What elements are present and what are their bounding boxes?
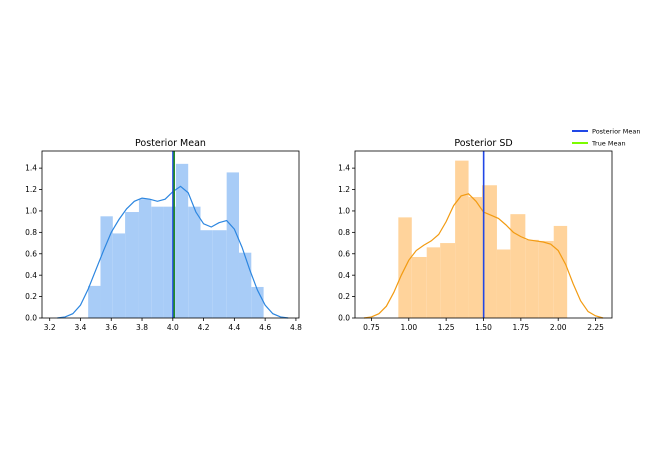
histogram-bar: [151, 206, 164, 318]
histogram-bar: [100, 216, 113, 318]
y-tick-label: 1.4: [25, 164, 37, 173]
legend-label-posterior-mean: Posterior Mean: [592, 128, 641, 136]
y-tick-label: 1.0: [338, 207, 350, 216]
histogram-bar: [212, 230, 227, 318]
x-tick-label: 1.25: [438, 323, 455, 332]
histogram-bar: [251, 286, 264, 318]
subplot-posterior-sd: Posterior SD 0.75 1.00 1.25 1.50 1.75 2.00 2.2…: [338, 138, 613, 332]
histogram-bar: [226, 172, 239, 318]
histogram-bar: [188, 206, 201, 318]
x-tick-label: 3.2: [44, 323, 56, 332]
histogram-bar: [482, 185, 497, 318]
histogram-bar: [138, 199, 152, 318]
x-tick-label: 1.75: [513, 323, 530, 332]
chart-title: Posterior SD: [454, 138, 512, 149]
histogram-bar: [510, 214, 526, 318]
y-tick-label: 0.2: [25, 292, 37, 301]
y-tick-label: 0.4: [25, 271, 37, 280]
histogram-bar: [88, 285, 101, 318]
plot-frame: [41, 150, 300, 319]
y-tick-label: 1.0: [25, 207, 37, 216]
x-tick-label: 1.00: [400, 323, 417, 332]
y-tick-label: 0.2: [338, 292, 350, 301]
chart-title: Posterior Mean: [135, 138, 206, 149]
y-tick-label: 0.8: [338, 228, 350, 237]
histogram-bar: [411, 256, 427, 318]
legend: Posterior Mean True Mean: [572, 128, 641, 148]
histogram-bar: [426, 247, 441, 318]
legend-label-true-mean: True Mean: [591, 140, 626, 148]
x-tick-label: 3.6: [105, 323, 117, 332]
x-tick-label: 3.8: [136, 323, 148, 332]
x-tick-label: 4.8: [290, 323, 302, 332]
y-tick-label: 0.8: [25, 228, 37, 237]
histogram-bar: [538, 240, 554, 318]
y-tick-label: 0.6: [25, 249, 37, 258]
histogram-bar: [440, 243, 456, 318]
histogram-bar: [455, 160, 469, 318]
x-tick-label: 4.4: [228, 323, 240, 332]
x-tick-label: 0.75: [363, 323, 380, 332]
y-tick-label: 1.2: [25, 185, 37, 194]
x-tick-label: 4.6: [259, 323, 271, 332]
y-tick-label: 0.0: [338, 314, 350, 323]
x-tick-label: 2.25: [587, 323, 604, 332]
histogram-bar: [553, 225, 568, 318]
histogram-bar: [200, 230, 213, 318]
histogram-bar: [525, 239, 539, 318]
histogram-bar: [238, 252, 252, 318]
subplot-posterior-mean: Posterior Mean 3.2 3.4 3.6 3.8 4.0 4.2 4.4 4.6 4…: [25, 138, 302, 332]
x-tick-label: 3.4: [75, 323, 87, 332]
x-tick-label: 2.00: [550, 323, 567, 332]
y-tick-label: 1.2: [338, 185, 350, 194]
x-tick-label: 1.50: [475, 323, 492, 332]
histogram-bar: [112, 233, 126, 318]
y-tick-label: 1.4: [338, 164, 350, 173]
x-tick-label: 4.0: [167, 323, 179, 332]
histogram-bar: [125, 212, 139, 318]
x-tick-label: 4.2: [198, 323, 210, 332]
histogram-bar: [496, 249, 511, 318]
y-tick-label: 0.0: [25, 314, 37, 323]
y-tick-label: 0.6: [338, 249, 350, 258]
y-tick-label: 0.4: [338, 271, 350, 280]
histogram-bar: [468, 197, 483, 318]
histogram-bar: [175, 163, 189, 318]
